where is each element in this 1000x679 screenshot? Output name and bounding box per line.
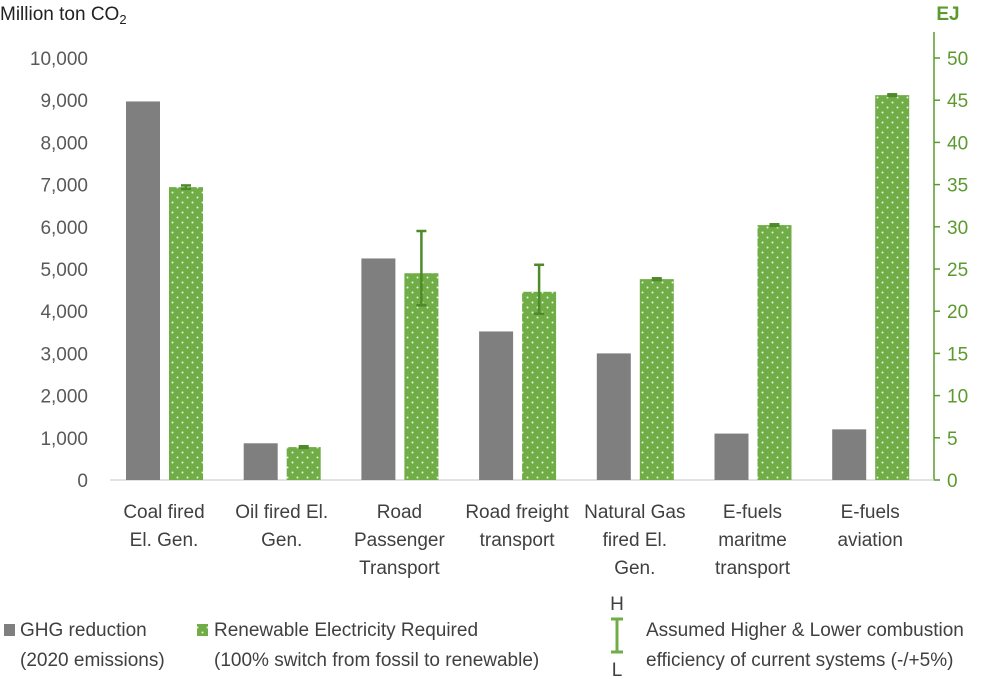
bars: [126, 95, 910, 481]
bar-ghg-reduction: [596, 353, 631, 480]
right-tick-label: 25: [947, 260, 968, 281]
category-label: E-fuels maritme transport: [715, 502, 791, 579]
legend-swatch-renewable: [197, 624, 208, 636]
left-tick-label: 7,000: [40, 176, 88, 197]
bar-renewable-electricity: [875, 95, 910, 481]
bar-ghg-reduction: [479, 331, 514, 480]
left-tick-label: 6,000: [40, 218, 88, 239]
left-tick-label: 3,000: [40, 344, 88, 365]
right-axis-title: EJ: [936, 4, 959, 25]
legend-label-renewable-2: (100% switch from fossil to renewable): [214, 650, 539, 671]
bar-renewable-electricity: [404, 273, 439, 480]
bar-ghg-reduction: [832, 429, 867, 480]
bar-ghg-reduction: [126, 101, 160, 480]
legend-label-ghg-2: (2020 emissions): [20, 650, 165, 671]
left-axis-title: Million ton CO2: [0, 4, 127, 27]
bar-ghg-reduction: [243, 443, 278, 480]
right-tick-label: 20: [947, 302, 968, 323]
right-tick-label: 10: [947, 387, 968, 408]
bar-renewable-electricity: [522, 291, 557, 480]
left-tick-label: 2,000: [40, 387, 88, 408]
bar-ghg-reduction: [361, 258, 396, 480]
category-label: Road freight transport: [465, 502, 569, 551]
left-tick-label: 1,000: [40, 429, 88, 450]
right-tick-labels: 0 5 10 15 20 25 30 35 40 45 50: [934, 49, 968, 492]
legend-label-ghg-1: GHG reduction: [20, 620, 147, 641]
left-tick-label: 0: [77, 471, 88, 492]
legend-error-high-label: H: [610, 594, 624, 615]
legend-label-error-1: Assumed Higher & Lower combustion: [646, 620, 964, 641]
bar-renewable-electricity: [639, 279, 674, 480]
right-tick-label: 30: [947, 218, 968, 239]
left-tick-label: 5,000: [40, 260, 88, 281]
right-tick-label: 45: [947, 91, 968, 112]
right-tick-label: 40: [947, 133, 968, 154]
left-tick-label: 9,000: [40, 91, 88, 112]
legend-error-low-label: L: [612, 660, 623, 679]
category-labels: Coal fired El. Gen. Oil fired El. Gen. Road P…: [123, 502, 903, 579]
left-tick-label: 10,000: [30, 49, 88, 70]
legend-swatch-ghg: [4, 624, 15, 636]
error-bars: [181, 93, 898, 450]
legend-label-error-2: efficiency of current systems (-/+5%): [646, 650, 953, 671]
category-label: Coal fired El. Gen.: [123, 502, 204, 551]
category-label: E-fuels aviation: [837, 502, 903, 551]
right-tick-label: 35: [947, 176, 968, 197]
bar-ghg-reduction: [714, 433, 749, 480]
right-tick-label: 50: [947, 49, 968, 70]
category-label: Road Passenger Transport: [354, 502, 446, 579]
category-label: Oil fired El. Gen.: [235, 502, 328, 551]
bar-renewable-electricity: [169, 187, 203, 480]
right-tick-label: 15: [947, 344, 968, 365]
left-tick-label: 8,000: [40, 133, 88, 154]
legend: GHG reduction (2020 emissions) Renewable…: [4, 594, 964, 679]
right-tick-label: 0: [947, 471, 958, 492]
right-tick-label: 5: [947, 429, 958, 450]
bar-renewable-electricity: [757, 225, 792, 480]
left-tick-labels: 0 1,000 2,000 3,000 4,000 5,000 6,000 7,000 8,00…: [30, 49, 88, 492]
legend-label-renewable-1: Renewable Electricity Required: [214, 620, 478, 641]
category-label: Natural Gas fired El. Gen.: [584, 502, 685, 579]
left-tick-label: 4,000: [40, 302, 88, 323]
bar-renewable-electricity: [286, 447, 321, 480]
